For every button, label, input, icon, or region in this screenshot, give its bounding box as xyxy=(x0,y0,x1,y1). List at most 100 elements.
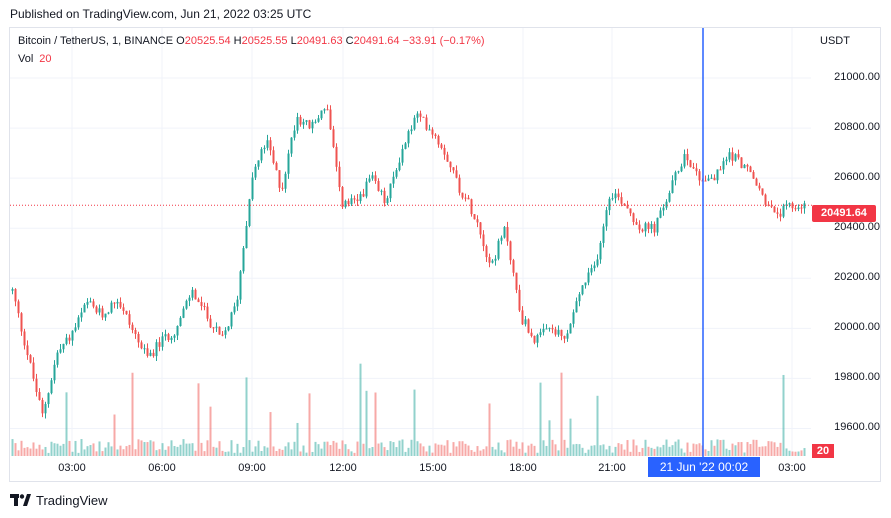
volume-bar xyxy=(356,441,359,456)
volume-bar xyxy=(719,440,722,456)
volume-bar xyxy=(62,443,65,456)
candle-body xyxy=(521,310,524,325)
candle-body xyxy=(683,154,686,167)
volume-bar xyxy=(644,439,647,456)
volume-bar xyxy=(155,450,158,456)
volume-bar xyxy=(551,439,554,456)
volume-bar xyxy=(284,446,287,456)
candle-body xyxy=(47,393,50,405)
volume-bar xyxy=(449,452,452,456)
volume-bar xyxy=(746,442,749,456)
candle-body xyxy=(245,225,248,249)
volume-bar xyxy=(485,446,488,456)
volume-bar xyxy=(215,447,218,456)
candle-body xyxy=(500,237,503,241)
volume-bar xyxy=(110,446,113,456)
volume-bar xyxy=(767,441,770,456)
candle-body xyxy=(512,260,515,273)
volume-bar xyxy=(470,450,473,456)
volume-value: 20 xyxy=(39,53,52,65)
candles xyxy=(11,104,806,419)
candle-body xyxy=(11,289,14,291)
candle-body xyxy=(446,154,449,162)
volume-bar xyxy=(734,445,737,456)
volume-bar xyxy=(590,445,593,456)
candle-body xyxy=(737,154,740,158)
candle-body xyxy=(164,334,167,337)
volume-bar xyxy=(509,439,512,456)
volume-bar xyxy=(458,441,461,456)
candle-body xyxy=(41,399,44,414)
candle-body xyxy=(92,301,95,307)
volume-bar xyxy=(374,392,377,456)
candle-body xyxy=(353,198,356,200)
volume-bar xyxy=(803,448,806,456)
volume-bar xyxy=(743,452,746,456)
time-tick-label: 18:00 xyxy=(509,462,537,474)
volume-bar xyxy=(680,448,683,456)
candle-body xyxy=(293,130,296,138)
volume-bar xyxy=(773,442,776,456)
candle-body xyxy=(425,117,428,130)
volume-bar xyxy=(221,450,224,456)
candle-body xyxy=(467,197,470,200)
volume-bar xyxy=(707,450,710,456)
volume-bar xyxy=(389,441,392,456)
candle-body xyxy=(458,177,461,193)
volume-bar xyxy=(206,440,209,456)
candle-body xyxy=(791,203,794,209)
candle-body xyxy=(608,198,611,211)
candle-body xyxy=(533,335,536,343)
time-tick-label: 15:00 xyxy=(419,462,447,474)
candle-body xyxy=(329,109,332,130)
candle-body xyxy=(596,259,599,266)
candle-body xyxy=(71,330,74,341)
candle-body xyxy=(716,169,719,181)
candle-body xyxy=(650,223,653,229)
tradingview-logo-text: TradingView xyxy=(36,492,108,508)
candle-body xyxy=(224,330,227,335)
candle-body xyxy=(620,197,623,204)
price-tick-label: 19600.00 xyxy=(834,421,880,434)
chart-frame[interactable] xyxy=(9,27,881,482)
price-tick-label: 20600.00 xyxy=(834,171,880,184)
volume-bar xyxy=(584,452,587,456)
candle-body xyxy=(203,306,206,308)
volume-bar xyxy=(503,452,506,456)
volume-bar xyxy=(596,395,599,456)
volume-bar xyxy=(230,440,233,456)
candle-body xyxy=(356,199,359,202)
candle-body xyxy=(83,304,86,313)
volume-bar xyxy=(656,446,659,456)
candle-body xyxy=(173,335,176,338)
tradingview-logo-icon xyxy=(10,494,31,506)
volume-bar xyxy=(143,442,146,456)
candle-body xyxy=(209,318,212,328)
volume-bar xyxy=(782,374,785,456)
volume-bar xyxy=(668,446,671,456)
tradingview-logo[interactable]: TradingView xyxy=(10,492,108,508)
volume-bar xyxy=(506,440,509,456)
volume-bar xyxy=(347,449,350,456)
candle-body xyxy=(617,193,620,198)
candle-body xyxy=(740,157,743,169)
candle-body xyxy=(278,170,281,188)
time-tick-label: 06:00 xyxy=(148,462,176,474)
volume-bar xyxy=(428,445,431,456)
volume-bar xyxy=(716,439,719,456)
volume-bar xyxy=(158,449,161,456)
volume-bar xyxy=(728,449,731,456)
volume-bar xyxy=(626,440,629,456)
volume-bar xyxy=(161,443,164,456)
candle-body xyxy=(341,187,344,208)
candle-body xyxy=(191,289,194,298)
candle-body xyxy=(254,166,257,178)
symbol-name: Bitcoin / TetherUS, 1, BINANCE xyxy=(18,35,174,47)
candle-body xyxy=(248,199,251,226)
open-value: 20525.54 xyxy=(184,35,231,47)
candle-body xyxy=(332,129,335,147)
candle-body xyxy=(605,210,608,227)
volume-bar xyxy=(254,446,257,456)
candle-body xyxy=(416,113,419,118)
